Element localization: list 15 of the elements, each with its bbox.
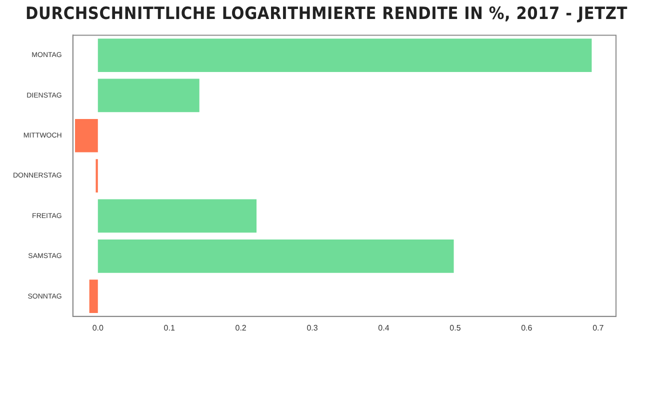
bar bbox=[75, 118, 98, 152]
x-tick-label: 0.6 bbox=[521, 323, 533, 332]
x-tick-label: 0.3 bbox=[306, 323, 318, 332]
bar bbox=[98, 38, 592, 72]
x-tick-label: 0.7 bbox=[592, 323, 604, 332]
x-tick-label: 0.5 bbox=[450, 323, 462, 332]
bar bbox=[98, 199, 257, 233]
x-tick-label: 0.0 bbox=[92, 323, 104, 332]
bar bbox=[98, 78, 200, 112]
x-tick-label: 0.1 bbox=[164, 323, 176, 332]
x-tick-label: 0.4 bbox=[378, 323, 390, 332]
bar bbox=[98, 239, 454, 273]
bar bbox=[89, 280, 98, 313]
x-tick-label: 0.2 bbox=[235, 323, 247, 332]
chart-title: DURCHSCHNITTLICHE LOGARITHMIERTE RENDITE IN %, 2017 - JETZT bbox=[24, 4, 628, 24]
